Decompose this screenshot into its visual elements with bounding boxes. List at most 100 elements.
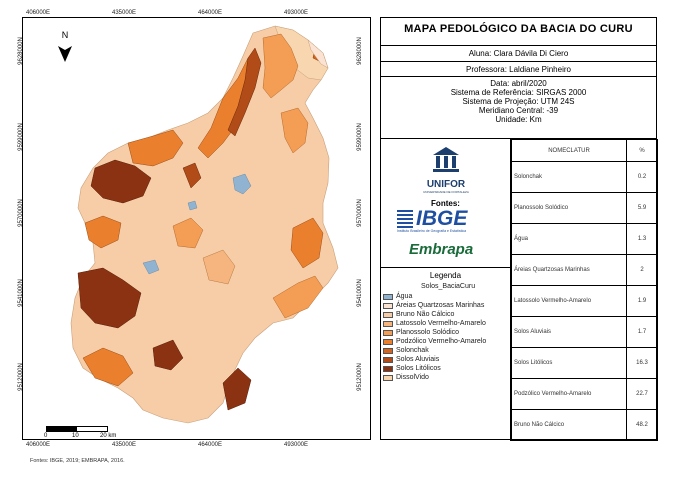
soil-percentage-table: NOMECLATUR% Solonchak 0.2 Planossolo Solódi…	[511, 139, 658, 441]
legend-swatch	[383, 320, 393, 327]
table-cell-percent: 22.7	[626, 378, 658, 410]
right-tick-3: 9570000N	[356, 199, 363, 227]
right-tick-2: 9599000N	[356, 123, 363, 151]
map-sources: Fontes: IBGE, 2019; EMBRAPA, 2016.	[30, 458, 125, 464]
table-row: Solos Aluviais 1.7	[511, 316, 658, 348]
legend-swatch	[383, 338, 393, 345]
right-tick-1: 9628000N	[356, 37, 363, 65]
right-tick-4: 9541000N	[356, 279, 363, 307]
legend-swatch	[383, 329, 393, 336]
water-body-3	[187, 200, 198, 211]
unifor-text: UNIFOR	[426, 179, 466, 190]
unit-info: Unidade: Km	[495, 115, 542, 124]
embrapa-text: Embrapa	[409, 241, 474, 258]
table-cell-percent: 0.2	[626, 161, 658, 193]
soil-area-litolicos-1	[90, 159, 152, 204]
ibge-text: IBGE	[416, 207, 468, 230]
unifor-logo: UNIFOR UNIVERSIDADE DE FORTALEZA	[415, 145, 477, 194]
table-cell-percent: 1.7	[626, 316, 658, 348]
scale-label-0: 0	[44, 433, 48, 439]
table-cell-name: Latossolo Vermelho-Amarelo	[511, 285, 627, 317]
legend-swatch	[383, 347, 393, 354]
date-info: Data: abril/2020	[490, 79, 547, 88]
table-cell-name: Podzólico Vermelho-Amarelo	[511, 378, 627, 410]
table-row: Podzólico Vermelho-Amarelo 22.7	[511, 378, 658, 410]
scale-label-20: 20 km	[100, 433, 117, 439]
student-name: Aluna: Clara Dávila Di Ciero	[468, 49, 569, 58]
legend-item: Solos Litólicos	[383, 364, 486, 373]
table-row: Solos Litólicos 16.3	[511, 347, 658, 379]
soil-area-podzolico-2	[127, 129, 184, 167]
left-tick-4: 9541000N	[17, 279, 24, 307]
legend-label: Solonchak	[396, 347, 429, 354]
table-cell-percent: 48.2	[626, 409, 658, 441]
table-cell-name: Solos Aluviais	[511, 316, 627, 348]
north-arrow-icon	[58, 46, 72, 62]
north-label: N	[62, 30, 69, 40]
legend-swatch	[383, 311, 393, 318]
legend-item: Solos Aluviais	[383, 355, 486, 364]
left-tick-2: 9599000N	[17, 123, 24, 151]
soil-area-podzolico-3	[84, 215, 122, 249]
projection-system: Sistema de Projeção: UTM 24S	[462, 97, 575, 106]
legend-label: Solos Aluviais	[396, 356, 440, 363]
legend-label: Planossolo Solódico	[396, 329, 460, 336]
legend-label: Bruno Não Cálcico	[396, 311, 455, 318]
unifor-emblem-icon	[433, 147, 459, 172]
soil-area-litolicos-4	[152, 339, 184, 371]
table-cell-name: Água	[511, 223, 627, 255]
water-body-2	[142, 259, 160, 275]
soil-area-planossolo-2	[280, 107, 309, 154]
legend-item: DissolVido	[383, 373, 486, 382]
soil-area-planossolo-4	[272, 275, 324, 319]
professor-name: Professora: Laldiane Pinheiro	[466, 65, 571, 74]
table-row: Planossolo Solódico 5.9	[511, 192, 658, 224]
legend-swatch	[383, 293, 393, 300]
soil-area-aluviais-2	[182, 162, 202, 189]
scale-label-10: 10	[72, 433, 79, 439]
soil-area-planossolo-1	[262, 33, 299, 99]
table-cell-percent: 2	[626, 254, 658, 286]
fontes-label: Fontes:	[431, 199, 460, 208]
right-tick-5: 9512000N	[356, 363, 363, 391]
legend-items: Água Áreias Quartzosas Marinhas Bruno Não …	[383, 292, 486, 382]
legend-item: Água	[383, 292, 486, 301]
legend-title: Legenda	[429, 271, 462, 280]
table-header-row: NOMECLATUR%	[511, 139, 658, 162]
soil-area-bruno-nao-calcico	[70, 25, 339, 424]
legend-label: Áreias Quartzosas Marinhas	[396, 302, 485, 309]
legend-swatch	[383, 356, 393, 363]
table-row: Áreias Quartzosas Marinhas 2	[511, 254, 658, 286]
legend-label: Solos Litólicos	[396, 365, 441, 372]
legend-label: Podzólico Vermelho-Amarelo	[396, 338, 487, 345]
soil-area-litolicos-3	[222, 367, 252, 411]
table-header-name: NOMECLATUR	[511, 139, 627, 162]
legend-layer-name: Solos_BaciaCuru	[421, 283, 476, 290]
soil-area-podzolico-5	[82, 347, 134, 387]
top-tick-2: 435000E	[112, 10, 137, 16]
soil-area-planossolo-3	[172, 217, 204, 249]
table-row: Latossolo Vermelho-Amarelo 1.9	[511, 285, 658, 317]
soil-area-latossolo	[202, 249, 236, 285]
left-tick-3: 9570000N	[17, 199, 24, 227]
left-tick-5: 9512000N	[17, 363, 24, 391]
legend-swatch	[383, 302, 393, 309]
table-header-percent: %	[626, 139, 658, 162]
table-row: Bruno Não Cálcico 48.2	[511, 409, 658, 441]
legend-item: Latossolo Vermelho-Amarelo	[383, 319, 486, 328]
bottom-tick-3: 464000E	[198, 442, 223, 448]
bottom-tick-2: 435000E	[112, 442, 137, 448]
soil-area-litolicos-2	[77, 267, 142, 329]
legend-item: Podzólico Vermelho-Amarelo	[383, 337, 486, 346]
legend-item: Áreias Quartzosas Marinhas	[383, 301, 486, 310]
soil-map: N	[58, 25, 339, 424]
table-cell-percent: 16.3	[626, 347, 658, 379]
water-body-1	[232, 173, 252, 195]
table-cell-name: Áreias Quartzosas Marinhas	[511, 254, 627, 286]
table-row: Água 1.3	[511, 223, 658, 255]
scale-bar: 0 10 20 km	[44, 426, 126, 440]
top-tick-1: 406000E	[26, 10, 51, 16]
legend-swatch	[383, 365, 393, 372]
bottom-tick-4: 493000E	[284, 442, 309, 448]
legend-label: Latossolo Vermelho-Amarelo	[396, 320, 486, 327]
